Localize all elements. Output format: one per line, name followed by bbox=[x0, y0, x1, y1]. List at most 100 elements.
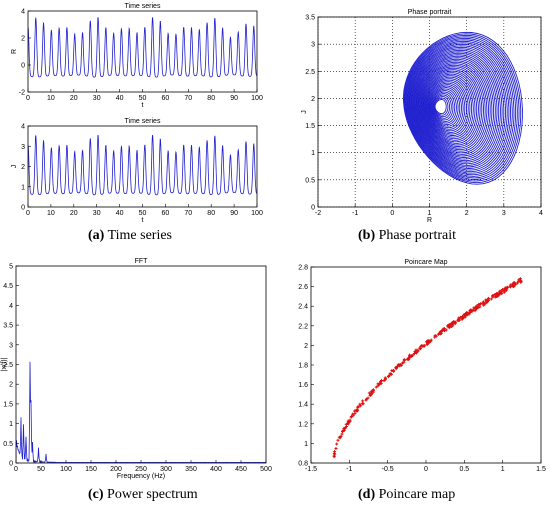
poincare-point bbox=[408, 354, 412, 358]
y-tick-label: 0 bbox=[21, 205, 25, 212]
poincare-point bbox=[457, 319, 461, 323]
x-tick-label: 150 bbox=[85, 466, 97, 473]
y-tick-label: 0.8 bbox=[298, 461, 308, 468]
y-tick-label: 2.4 bbox=[298, 304, 308, 311]
x-tick-label: -1.5 bbox=[305, 466, 317, 473]
phase-loop bbox=[419, 66, 484, 149]
plot-area bbox=[28, 11, 257, 92]
poincare-point bbox=[460, 317, 464, 321]
x-tick-label: -1 bbox=[346, 466, 352, 473]
chart-phase: -2 -1 0 1 2 3 4 0 0.5 1 1.5 2 2.5 3 3.5 Phase portrait R… bbox=[301, 9, 543, 224]
chart-fft: 0 50 100 150 200 250 300 350 400 450 500 0 0.5 1 1.5 2 2… bbox=[1, 258, 272, 480]
y-tick-label: 1.5 bbox=[3, 401, 13, 408]
poincare-point bbox=[473, 308, 477, 312]
poincare-point bbox=[439, 332, 443, 336]
x-tick-label: 0 bbox=[424, 466, 428, 473]
poincare-point bbox=[349, 415, 353, 419]
y-axis-label: R bbox=[11, 49, 18, 54]
chart-title: Time series bbox=[125, 118, 161, 125]
poincare-point bbox=[481, 300, 485, 304]
y-tick-label: 1.2 bbox=[298, 421, 308, 428]
poincare-point bbox=[472, 306, 476, 310]
poincare-point bbox=[411, 353, 415, 357]
x-tick-label: 80 bbox=[207, 210, 215, 217]
poincare-point bbox=[344, 425, 348, 429]
phase-loop bbox=[405, 37, 517, 179]
y-tick-label: 3 bbox=[9, 342, 13, 349]
y-tick-label: 0.5 bbox=[305, 177, 315, 184]
poincare-point bbox=[366, 396, 370, 400]
x-tick-label: 0 bbox=[26, 95, 30, 102]
x-tick-label: 0 bbox=[390, 210, 394, 217]
poincare-point bbox=[482, 303, 486, 307]
phase-loop bbox=[424, 76, 473, 138]
phase-loop bbox=[428, 85, 462, 129]
poincare-point bbox=[395, 365, 399, 369]
x-tick-label: -2 bbox=[315, 210, 321, 217]
poincare-point bbox=[336, 438, 340, 442]
phase-loop bbox=[431, 93, 454, 121]
poincare-point bbox=[491, 295, 495, 299]
phase-loop bbox=[421, 70, 479, 144]
poincare-point bbox=[468, 310, 472, 314]
poincare-point bbox=[413, 350, 417, 354]
y-tick-label: 2 bbox=[9, 382, 13, 389]
x-tick-label: 0 bbox=[26, 210, 30, 217]
plot-area bbox=[28, 126, 257, 207]
poincare-point bbox=[400, 361, 404, 365]
x-tick-label: 1 bbox=[428, 210, 432, 217]
poincare-point bbox=[489, 297, 493, 301]
phase-loop bbox=[408, 43, 510, 173]
poincare-point bbox=[429, 338, 433, 342]
x-tick-label: 100 bbox=[251, 95, 263, 102]
phase-loop bbox=[427, 84, 464, 130]
y-tick-label: 2.2 bbox=[298, 323, 308, 330]
y-tick-label: 2.6 bbox=[298, 284, 308, 291]
x-tick-label: 300 bbox=[160, 466, 172, 473]
y-tick-label: 2 bbox=[21, 36, 25, 43]
phase-loop bbox=[412, 51, 501, 165]
phase-loop bbox=[430, 90, 457, 124]
phase-loop bbox=[420, 69, 481, 146]
phase-loop bbox=[409, 45, 508, 171]
poincare-point bbox=[380, 378, 384, 382]
x-axis-label: Frequency (Hz) bbox=[117, 473, 165, 480]
data-layer bbox=[332, 277, 523, 459]
y-tick-label: -2 bbox=[19, 90, 25, 97]
y-tick-label: 4.5 bbox=[3, 283, 13, 290]
phase-loop bbox=[429, 88, 459, 126]
poincare-point bbox=[501, 288, 505, 292]
x-tick-label: 50 bbox=[139, 210, 147, 217]
chart-title: FFT bbox=[135, 258, 149, 265]
poincare-point bbox=[475, 306, 479, 310]
x-axis-label: t bbox=[142, 102, 144, 109]
poincare-point bbox=[466, 312, 470, 316]
phase-loop bbox=[405, 36, 518, 180]
poincare-point bbox=[477, 303, 481, 307]
x-tick-label: 1.5 bbox=[536, 466, 546, 473]
poincare-point bbox=[359, 404, 363, 408]
phase-loop bbox=[414, 55, 496, 160]
poincare-point bbox=[503, 287, 507, 291]
phase-loop bbox=[426, 81, 467, 133]
poincare-point bbox=[335, 442, 339, 446]
y-tick-label: 2 bbox=[21, 164, 25, 171]
poincare-point bbox=[447, 325, 451, 329]
x-tick-label: 4 bbox=[539, 210, 543, 217]
phase-loop bbox=[431, 91, 456, 122]
y-tick-label: 3.5 bbox=[305, 15, 315, 22]
y-tick-label: 2 bbox=[311, 96, 315, 103]
phase-loop bbox=[413, 54, 498, 162]
y-tick-label: 4 bbox=[21, 124, 25, 131]
y-tick-label: 4 bbox=[9, 303, 13, 310]
y-tick-label: 1.6 bbox=[298, 382, 308, 389]
poincare-point bbox=[478, 305, 482, 309]
y-tick-label: 3 bbox=[311, 42, 315, 49]
phase-loop bbox=[424, 78, 471, 136]
x-tick-label: 250 bbox=[135, 466, 147, 473]
x-tick-label: 60 bbox=[162, 210, 170, 217]
poincare-point bbox=[332, 451, 336, 455]
chart-title: Time series bbox=[125, 3, 161, 10]
poincare-point bbox=[470, 309, 474, 313]
phase-loop bbox=[423, 75, 474, 140]
